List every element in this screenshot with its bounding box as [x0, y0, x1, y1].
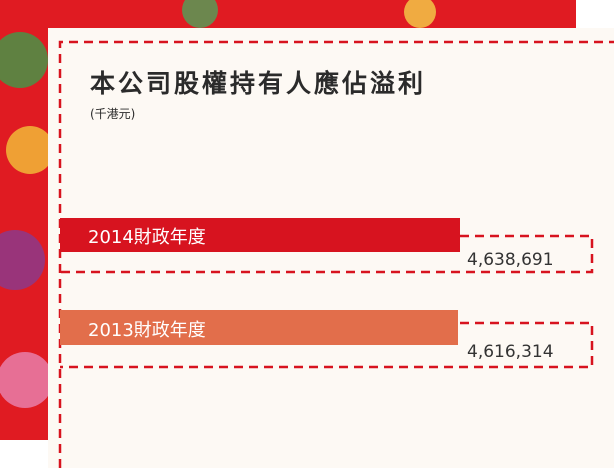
row-label: 2014財政年度	[88, 227, 206, 248]
flower	[404, 0, 436, 28]
flower	[6, 126, 54, 174]
row-value: 4,616,314	[467, 342, 554, 362]
value-box	[60, 234, 594, 274]
flower-leaf	[182, 0, 218, 28]
row-label: 2013財政年度	[88, 320, 206, 341]
value-box	[60, 321, 594, 369]
bar-2013	[60, 310, 458, 345]
unit: (千港元)	[90, 107, 135, 121]
flower	[0, 230, 45, 290]
flower-leaf	[0, 32, 48, 88]
title: 本公司股權持有人應佔溢利	[90, 69, 426, 98]
row-value: 4,638,691	[467, 250, 554, 270]
bar-2014	[60, 218, 460, 252]
flower	[0, 352, 53, 408]
